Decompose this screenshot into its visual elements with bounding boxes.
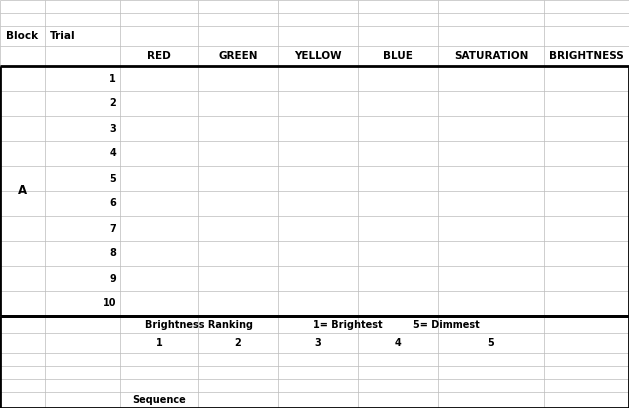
Text: Brightness Ranking: Brightness Ranking	[145, 319, 253, 330]
Text: 3: 3	[109, 124, 116, 133]
Text: 6: 6	[109, 199, 116, 208]
Text: 2: 2	[109, 98, 116, 109]
Text: 9: 9	[109, 273, 116, 284]
Text: 1: 1	[109, 73, 116, 84]
Text: 1= Brightest: 1= Brightest	[313, 319, 383, 330]
Text: 8: 8	[109, 248, 116, 259]
Text: 5: 5	[487, 338, 494, 348]
Text: BLUE: BLUE	[383, 51, 413, 61]
Text: BRIGHTNESS: BRIGHTNESS	[549, 51, 624, 61]
Text: 4: 4	[109, 149, 116, 158]
Text: Block: Block	[6, 31, 38, 41]
Text: 5= Dimmest: 5= Dimmest	[413, 319, 479, 330]
Text: 3: 3	[314, 338, 321, 348]
Text: 10: 10	[103, 299, 116, 308]
Text: 2: 2	[235, 338, 242, 348]
Text: YELLOW: YELLOW	[294, 51, 342, 61]
Text: A: A	[18, 184, 27, 197]
Text: 5: 5	[109, 173, 116, 184]
Text: 1: 1	[155, 338, 162, 348]
Text: Trial: Trial	[50, 31, 75, 41]
Text: SATURATION: SATURATION	[454, 51, 528, 61]
Text: GREEN: GREEN	[218, 51, 258, 61]
Text: 4: 4	[394, 338, 401, 348]
Text: RED: RED	[147, 51, 171, 61]
Text: Sequence: Sequence	[132, 395, 186, 405]
Text: 7: 7	[109, 224, 116, 233]
